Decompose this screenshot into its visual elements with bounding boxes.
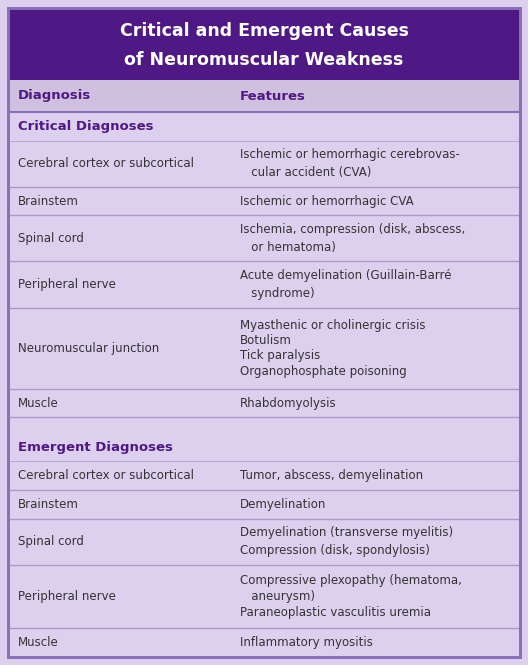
Text: or hematoma): or hematoma) [240,241,336,253]
Text: Neuromuscular junction: Neuromuscular junction [18,342,159,354]
Bar [8,8,520,80]
Bar [8,308,520,389]
Text: Muscle: Muscle [18,397,59,410]
Text: Brainstem: Brainstem [18,498,79,511]
Text: Ischemic or hemorrhagic CVA: Ischemic or hemorrhagic CVA [240,194,413,207]
Text: Diagnosis: Diagnosis [18,90,91,102]
Text: Ischemia, compression (disk, abscess,: Ischemia, compression (disk, abscess, [240,223,465,236]
Text: Compressive plexopathy (hematoma,: Compressive plexopathy (hematoma, [240,574,462,587]
Bar [8,140,520,187]
Text: Spinal cord: Spinal cord [18,232,84,245]
Bar [8,565,520,628]
Bar [8,462,520,490]
Text: Paraneoplastic vasculitis uremia: Paraneoplastic vasculitis uremia [240,606,431,619]
Text: Critical and Emergent Causes: Critical and Emergent Causes [119,22,409,40]
Bar [8,628,520,657]
Text: cular accident (CVA): cular accident (CVA) [240,166,371,179]
Text: Demyelination (transverse myelitis): Demyelination (transverse myelitis) [240,527,453,539]
Text: Spinal cord: Spinal cord [18,535,84,548]
Text: Critical Diagnoses: Critical Diagnoses [18,120,154,133]
Text: Peripheral nerve: Peripheral nerve [18,278,116,291]
Text: Peripheral nerve: Peripheral nerve [18,590,116,603]
Text: Acute demyelination (Guillain-Barré: Acute demyelination (Guillain-Barré [240,269,451,282]
Text: Tick paralysis: Tick paralysis [240,350,320,362]
Text: of Neuromuscular Weakness: of Neuromuscular Weakness [124,51,404,69]
Text: Rhabdomyolysis: Rhabdomyolysis [240,397,337,410]
Bar [8,433,520,462]
Bar [8,490,520,519]
Bar [8,519,520,565]
Text: Cerebral cortex or subcortical: Cerebral cortex or subcortical [18,157,194,170]
Text: Inflammatory myositis: Inflammatory myositis [240,636,373,649]
Bar [8,80,520,112]
Text: Demyelination: Demyelination [240,498,326,511]
Text: Muscle: Muscle [18,636,59,649]
Text: Botulism: Botulism [240,334,292,347]
Text: Compression (disk, spondylosis): Compression (disk, spondylosis) [240,544,430,557]
Bar [8,215,520,261]
Text: Features: Features [240,90,306,102]
Text: syndrome): syndrome) [240,287,315,300]
Text: aneurysm): aneurysm) [240,590,315,603]
Bar [8,261,520,308]
Text: Tumor, abscess, demyelination: Tumor, abscess, demyelination [240,469,423,482]
Text: Organophosphate poisoning: Organophosphate poisoning [240,365,407,378]
Text: Emergent Diagnoses: Emergent Diagnoses [18,441,173,454]
Bar [8,418,520,433]
Text: Brainstem: Brainstem [18,194,79,207]
Text: Ischemic or hemorrhagic cerebrovas-: Ischemic or hemorrhagic cerebrovas- [240,148,460,162]
Bar [8,187,520,215]
Text: Myasthenic or cholinergic crisis: Myasthenic or cholinergic crisis [240,319,426,332]
Bar [8,389,520,418]
Bar [8,112,520,140]
Text: Cerebral cortex or subcortical: Cerebral cortex or subcortical [18,469,194,482]
